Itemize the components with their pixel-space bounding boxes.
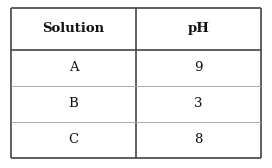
Text: B: B — [69, 97, 78, 110]
Text: 9: 9 — [194, 61, 203, 74]
Text: C: C — [68, 133, 79, 146]
Text: 3: 3 — [194, 97, 203, 110]
Text: Solution: Solution — [42, 23, 104, 35]
Text: 8: 8 — [194, 133, 203, 146]
Text: A: A — [69, 61, 78, 74]
Text: pH: pH — [188, 23, 209, 35]
